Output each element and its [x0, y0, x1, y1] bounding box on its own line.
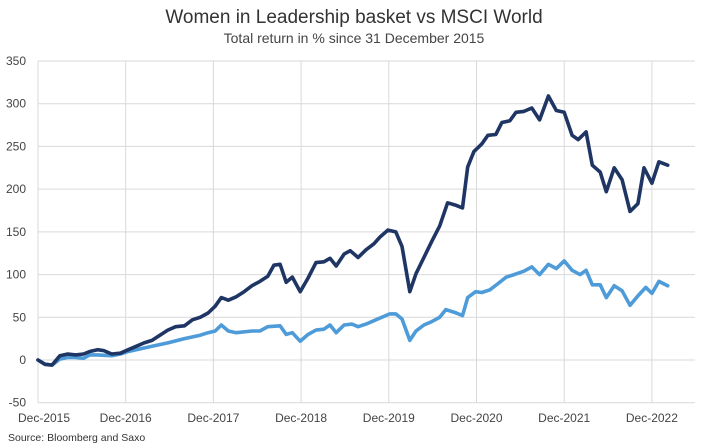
- series-line-msci-world: [36, 259, 670, 367]
- y-tick-label: 100: [6, 268, 26, 282]
- y-tick-label: -50: [9, 396, 27, 410]
- y-tick-label: 350: [6, 54, 26, 68]
- series-line-women-in-leadership-basket: [36, 94, 670, 367]
- y-tick-label: 150: [6, 225, 26, 239]
- x-tick-label: Dec-2021: [538, 411, 590, 425]
- y-tick-label: 50: [13, 310, 27, 324]
- x-tick-label: Dec-2015: [18, 411, 70, 425]
- x-tick-label: Dec-2019: [363, 411, 415, 425]
- y-tick-label: 200: [6, 182, 26, 196]
- x-tick-label: Dec-2020: [450, 411, 502, 425]
- y-tick-label: 250: [6, 139, 26, 153]
- x-tick-label: Dec-2016: [100, 411, 152, 425]
- chart-subtitle: Total return in % since 31 December 2015: [223, 30, 485, 46]
- x-tick-label: Dec-2022: [626, 411, 678, 425]
- x-tick-label: Dec-2018: [275, 411, 327, 425]
- source-note: Source: Bloomberg and Saxo: [8, 432, 146, 444]
- chart-title: Women in Leadership basket vs MSCI World: [165, 7, 543, 28]
- x-tick-label: Dec-2017: [187, 411, 239, 425]
- y-tick-label: 300: [6, 97, 26, 111]
- y-tick-label: 0: [19, 353, 26, 367]
